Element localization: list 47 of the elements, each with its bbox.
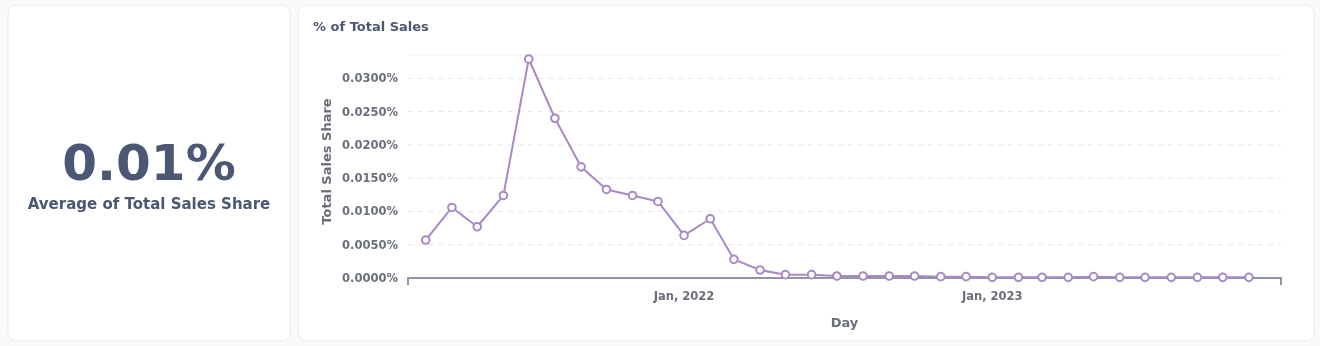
point bbox=[705, 213, 716, 224]
point bbox=[653, 196, 663, 207]
point bbox=[1217, 272, 1228, 283]
x-tick-label: Jan, 2022 bbox=[652, 289, 715, 303]
point bbox=[472, 221, 483, 232]
point bbox=[935, 271, 946, 282]
point bbox=[729, 254, 739, 265]
text: 0.01% bbox=[62, 134, 236, 192]
x-axis-title: Day bbox=[830, 315, 859, 330]
y-tick-label: 0.0150% bbox=[342, 171, 399, 186]
point bbox=[1037, 272, 1047, 283]
point bbox=[1114, 272, 1125, 283]
point bbox=[1166, 272, 1177, 283]
point bbox=[1192, 272, 1203, 283]
point bbox=[884, 271, 895, 281]
y-tick-label: 0.0050% bbox=[342, 237, 399, 252]
point bbox=[420, 235, 431, 245]
point bbox=[627, 190, 638, 201]
text: Average of Total Sales Share bbox=[27, 195, 271, 213]
y-tick-label: 0.0300% bbox=[342, 71, 399, 86]
point bbox=[987, 272, 998, 283]
point bbox=[961, 271, 971, 282]
point bbox=[498, 190, 509, 201]
point bbox=[679, 230, 689, 241]
point bbox=[1140, 272, 1150, 283]
point bbox=[1013, 272, 1024, 283]
point bbox=[523, 54, 534, 64]
point bbox=[447, 202, 457, 213]
y-tick-label: 0.0000% bbox=[342, 271, 399, 285]
point bbox=[755, 265, 765, 275]
chart-title: % of Total Sales bbox=[313, 19, 430, 34]
y-tick-label: 0.0250% bbox=[342, 104, 399, 119]
y-tick-label: 0.0100% bbox=[342, 204, 399, 219]
point bbox=[550, 113, 560, 124]
point bbox=[601, 184, 612, 195]
point bbox=[1088, 271, 1099, 282]
point bbox=[1063, 272, 1074, 283]
x-tick-label: Jan, 2023 bbox=[960, 289, 1023, 303]
point bbox=[780, 269, 791, 280]
point bbox=[858, 271, 868, 281]
point bbox=[1244, 272, 1254, 283]
y-tick-label: 0.0200% bbox=[342, 137, 399, 152]
point bbox=[909, 271, 920, 281]
point bbox=[806, 269, 817, 280]
point bbox=[576, 162, 586, 172]
y-axis-title: Total Sales Share bbox=[319, 98, 334, 225]
point bbox=[832, 271, 842, 281]
